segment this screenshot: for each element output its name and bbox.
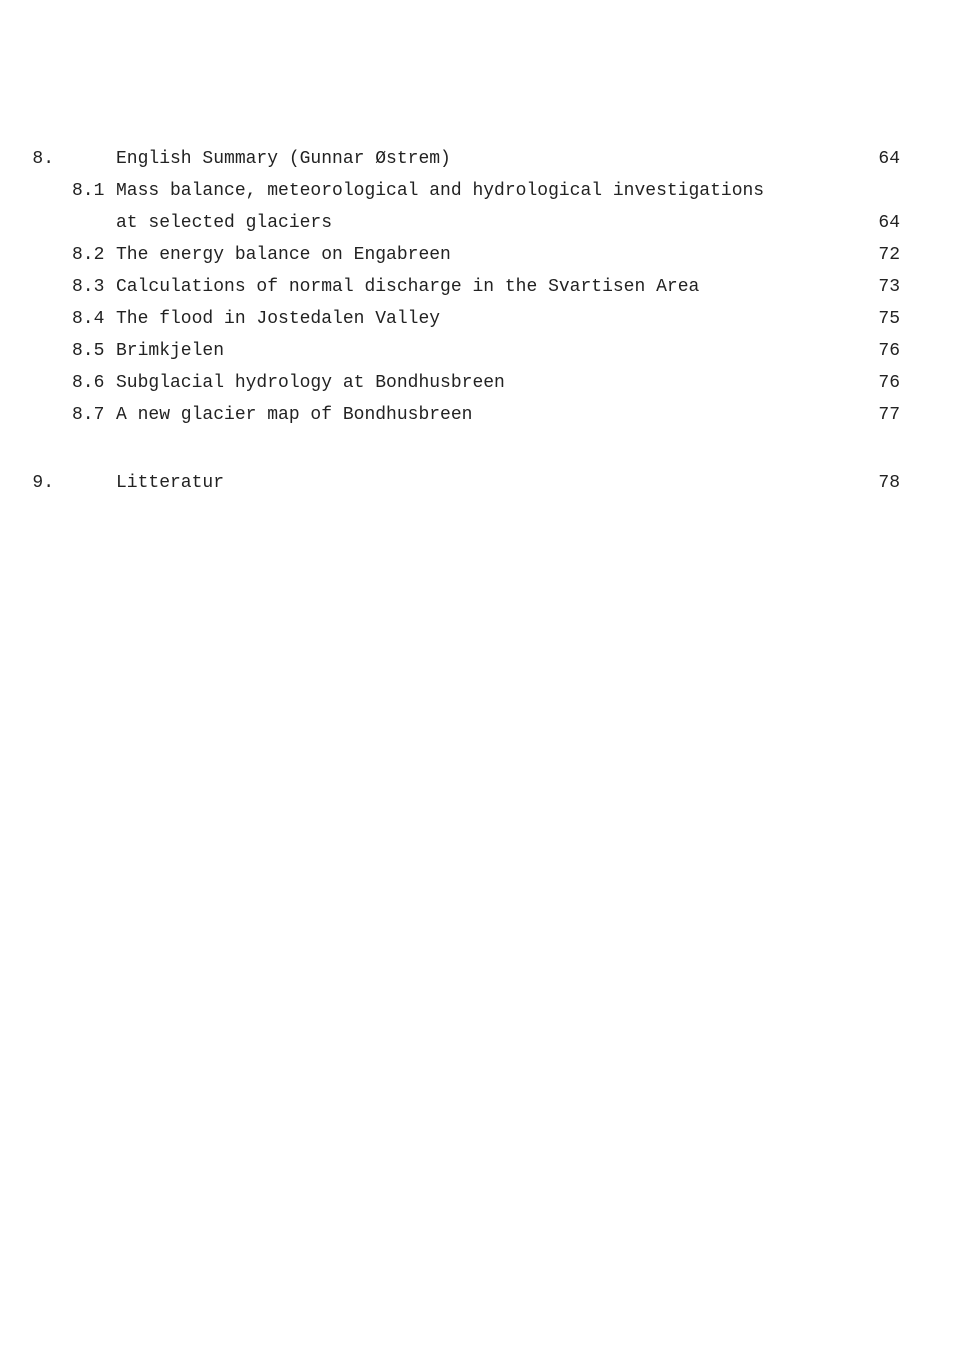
toc-sub-row: 8.3 Calculations of normal discharge in … bbox=[0, 278, 900, 296]
sub-page: 72 bbox=[856, 246, 900, 264]
sub-title: Brimkjelen bbox=[116, 342, 856, 360]
sub-number: 8.4 bbox=[72, 310, 116, 328]
toc-sub-row: 8.2 The energy balance on Engabreen 72 bbox=[0, 246, 900, 264]
chapter-title: Litteratur bbox=[116, 474, 856, 492]
sub-number: 8.2 bbox=[72, 246, 116, 264]
chapter-number: 8. bbox=[0, 150, 72, 168]
sub-page: 73 bbox=[856, 278, 900, 296]
sub-title-cont: at selected glaciers bbox=[116, 214, 856, 232]
chapter-number: 9. bbox=[0, 474, 72, 492]
sub-number: 8.7 bbox=[72, 406, 116, 424]
toc-section-row: 8. English Summary (Gunnar Østrem) 64 bbox=[0, 150, 900, 168]
sub-title: Calculations of normal discharge in the … bbox=[116, 278, 856, 296]
sub-page: 76 bbox=[856, 342, 900, 360]
sub-title: The flood in Jostedalen Valley bbox=[116, 310, 856, 328]
document-page: 8. English Summary (Gunnar Østrem) 64 8.… bbox=[0, 0, 960, 1372]
toc-section-row: 9. Litteratur 78 bbox=[0, 474, 900, 492]
toc-sub-row: 8.7 A new glacier map of Bondhusbreen 77 bbox=[0, 406, 900, 424]
sub-number: 8.5 bbox=[72, 342, 116, 360]
sub-number: 8.3 bbox=[72, 278, 116, 296]
sub-number: 8.1 bbox=[72, 182, 116, 200]
toc-sub-row: 8.4 The flood in Jostedalen Valley 75 bbox=[0, 310, 900, 328]
toc-sub-row: 8.5 Brimkjelen 76 bbox=[0, 342, 900, 360]
sub-title: The energy balance on Engabreen bbox=[116, 246, 856, 264]
sub-title: A new glacier map of Bondhusbreen bbox=[116, 406, 856, 424]
chapter-page: 64 bbox=[856, 150, 900, 168]
sub-title: Mass balance, meteorological and hydrolo… bbox=[116, 182, 856, 200]
sub-page: 75 bbox=[856, 310, 900, 328]
chapter-page: 78 bbox=[856, 474, 900, 492]
sub-page: 64 bbox=[856, 214, 900, 232]
sub-page: 77 bbox=[856, 406, 900, 424]
chapter-title: English Summary (Gunnar Østrem) bbox=[116, 150, 856, 168]
toc-sub-row-cont: at selected glaciers 64 bbox=[0, 214, 900, 232]
section-gap bbox=[0, 438, 900, 474]
sub-page: 76 bbox=[856, 374, 900, 392]
sub-title: Subglacial hydrology at Bondhusbreen bbox=[116, 374, 856, 392]
sub-number: 8.6 bbox=[72, 374, 116, 392]
toc-sub-row: 8.1 Mass balance, meteorological and hyd… bbox=[0, 182, 900, 200]
toc-sub-row: 8.6 Subglacial hydrology at Bondhusbreen… bbox=[0, 374, 900, 392]
